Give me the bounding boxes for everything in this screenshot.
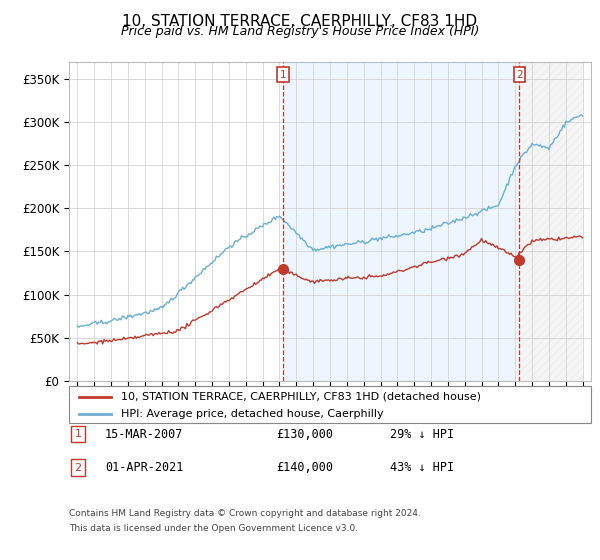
Text: This data is licensed under the Open Government Licence v3.0.: This data is licensed under the Open Gov… [69, 524, 358, 533]
Text: £130,000: £130,000 [276, 427, 333, 441]
Text: 10, STATION TERRACE, CAERPHILLY, CF83 1HD (detached house): 10, STATION TERRACE, CAERPHILLY, CF83 1H… [121, 391, 481, 402]
Text: 43% ↓ HPI: 43% ↓ HPI [390, 461, 454, 474]
Text: 1: 1 [74, 429, 82, 439]
Text: 2: 2 [516, 69, 523, 80]
Text: 1: 1 [280, 69, 286, 80]
Text: 2: 2 [74, 463, 82, 473]
Text: HPI: Average price, detached house, Caerphilly: HPI: Average price, detached house, Caer… [121, 409, 384, 419]
Text: 10, STATION TERRACE, CAERPHILLY, CF83 1HD: 10, STATION TERRACE, CAERPHILLY, CF83 1H… [122, 14, 478, 29]
Text: Contains HM Land Registry data © Crown copyright and database right 2024.: Contains HM Land Registry data © Crown c… [69, 509, 421, 518]
Text: £140,000: £140,000 [276, 461, 333, 474]
Text: Price paid vs. HM Land Registry's House Price Index (HPI): Price paid vs. HM Land Registry's House … [121, 25, 479, 38]
Text: 01-APR-2021: 01-APR-2021 [105, 461, 184, 474]
FancyBboxPatch shape [69, 386, 591, 423]
Text: 15-MAR-2007: 15-MAR-2007 [105, 427, 184, 441]
Text: 29% ↓ HPI: 29% ↓ HPI [390, 427, 454, 441]
